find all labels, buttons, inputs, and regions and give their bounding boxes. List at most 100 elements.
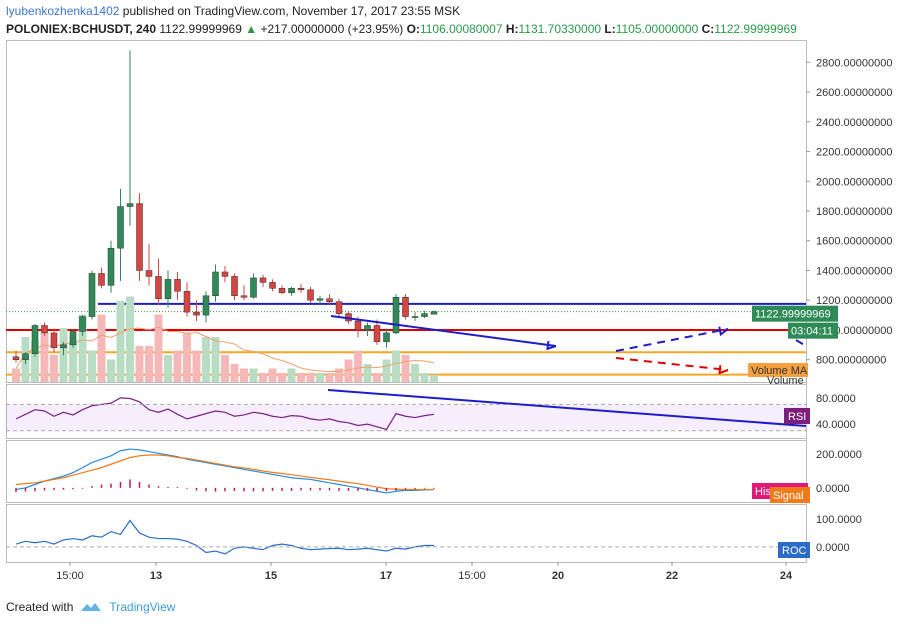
volume-ma-badge: Volume MA [751,365,808,377]
time-tick-label: 20 [552,570,564,582]
candle-up [22,353,29,360]
countdown-badge: 03:04:11 [791,326,833,338]
rsi-line [15,397,435,431]
volume-bar [363,364,372,382]
price-tick-label: 1600.00000000 [816,236,892,248]
rsi-trendline [327,389,807,427]
price-tick-label: 2600.00000000 [816,87,892,99]
signal-badge: Signal [773,490,804,502]
candle-up [60,344,67,349]
low-value: 1105.00000000 [615,22,699,36]
projection-arrow-down [615,357,729,371]
close-value: 1122.99999969 [714,22,797,36]
time-tick-label: 17 [380,570,392,582]
candle-down [193,311,200,316]
volume-bar [420,373,429,382]
candle-down [402,296,409,317]
volume-bar [221,355,229,382]
tradingview-brand-link[interactable]: TradingView [109,600,176,614]
volume-bar [268,368,277,382]
projection-arrow-up-head [718,326,729,337]
volume-bar [316,373,324,382]
volume-bar [278,373,286,382]
volume-bar [259,373,267,382]
footer: Created with TradingView [6,600,175,614]
candle-down [145,270,153,277]
time-tick-label: 15:00 [458,570,486,582]
candle-down [174,279,181,292]
price-tick-label: 2800.00000000 [816,57,892,69]
rsi-tick-label: 40.0000 [816,419,856,431]
candle-up [69,331,77,346]
candle-up [88,273,96,317]
rsi-badge: RSI [788,411,806,423]
candle-up [383,332,390,343]
candle-up [31,325,39,354]
candle-down [354,320,362,331]
volume-bar [430,374,438,382]
candle-down [50,332,58,349]
roc-tick-label: 0.0000 [816,542,850,554]
price-tick-label: 1400.00000000 [816,265,892,277]
downtrend-arrow-head [546,340,557,351]
price-tick-label: 2400.00000000 [816,117,892,129]
time-tick-label: 15 [265,570,277,582]
chart-canvas[interactable]: 2800.00000000 2600.00000000 2400.00000000 2… [6,40,902,592]
signal-line [15,454,434,491]
volume-bar [40,332,49,382]
candle-down [335,301,343,314]
volume-bar [382,359,391,382]
ohlc-line: POLONIEX:BCHUSDT, 240 1122.99999969 ▲ +2… [6,22,797,36]
volume-bar [31,341,39,382]
volume-bar [230,364,239,382]
volume-bar [116,301,125,382]
rsi-band [6,404,806,431]
volume-bar [192,350,201,382]
change-arrow-icon: ▲ [245,22,258,36]
candle-up [212,271,219,297]
price-tick-label: 1200.00000000 [816,295,892,307]
candle-up [117,206,124,249]
roc-line [15,519,434,555]
volume-bar [145,346,153,382]
volume-ma-line [15,326,435,372]
roc-tick-label: 100.0000 [816,514,862,526]
signal-badge-bg [770,487,810,503]
candle-up [421,313,428,317]
low-label: L: [604,22,616,36]
candle-up [126,203,134,207]
candle-down [98,273,105,286]
author-link[interactable]: lyubenkozhenka1402 [6,4,120,18]
price-tick-label: 2000.00000000 [816,176,892,188]
volume-bar [97,314,106,382]
volume-bar [335,368,343,382]
countdown-badge-bg [788,322,838,339]
pane-roc-frame [6,504,807,563]
macd-tick-label: 200.0000 [816,449,862,461]
volume-badge: Volume [767,375,804,387]
candle-down [221,271,229,277]
volume-bar [50,355,58,382]
tradingview-logo-icon [81,603,102,611]
published-text: published on TradingView.com, November 1… [122,4,461,18]
candle-down [278,288,286,294]
volume-bar [249,368,258,382]
volume-bar [69,341,77,382]
volume-bar [401,355,410,382]
volume-bar [354,350,362,382]
candle-down [231,276,238,297]
roc-badge-bg [778,542,810,558]
candle-up [288,288,295,294]
candle-up [202,295,210,316]
rsi-tick-label: 80.0000 [816,393,856,405]
candle-up [107,247,115,286]
candle-up [392,296,400,334]
volume-bar [183,332,191,382]
volume-bar [373,373,381,382]
volume-bar [392,350,400,382]
symbol-label: POLONIEX:BCHUSDT, 240 [6,22,157,36]
close-label: C: [701,22,715,36]
time-tick-label: 13 [150,570,162,582]
volume-bar [211,337,220,382]
time-tick-label: 24 [780,570,793,582]
